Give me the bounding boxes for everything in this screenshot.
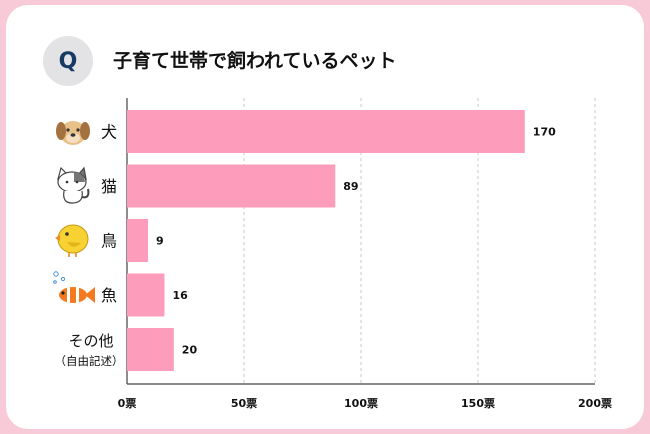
question-badge: Q — [43, 36, 93, 86]
bars — [127, 110, 525, 371]
x-tick-label: 0票 — [118, 397, 137, 410]
bar — [127, 328, 174, 371]
question-card — [6, 5, 644, 429]
bird-icon — [55, 224, 89, 257]
category-label: その他 — [68, 332, 113, 350]
value-label: 16 — [172, 289, 188, 302]
dog-icon — [56, 121, 90, 145]
x-tick-label: 150票 — [461, 397, 495, 410]
cat-icon — [57, 166, 90, 204]
x-axis-ticks: 0票 50票 100票 150票 200票 — [118, 397, 612, 410]
value-labels: 170 89 9 16 20 — [156, 126, 556, 357]
category-label: 猫 — [101, 177, 117, 196]
bar — [127, 273, 165, 317]
value-label: 20 — [182, 344, 198, 357]
category-sublabel: （自由記述） — [55, 354, 124, 368]
bar — [127, 164, 336, 208]
value-label: 9 — [156, 235, 164, 248]
value-label: 170 — [533, 126, 556, 139]
value-label: 89 — [343, 180, 358, 193]
category-icons — [53, 121, 95, 303]
x-tick-label: 50票 — [231, 397, 257, 410]
x-tick-label: 100票 — [344, 397, 378, 410]
category-label: 魚 — [101, 286, 117, 305]
question-title: 子育て世帯で飼われているペット — [113, 50, 397, 72]
fish-icon — [53, 271, 95, 303]
bar — [127, 110, 525, 153]
category-label: 鳥 — [101, 232, 117, 251]
category-label: 犬 — [101, 123, 117, 142]
x-tick-label: 200票 — [578, 397, 612, 410]
bar — [127, 219, 149, 262]
question-badge-label: Q — [58, 48, 78, 74]
